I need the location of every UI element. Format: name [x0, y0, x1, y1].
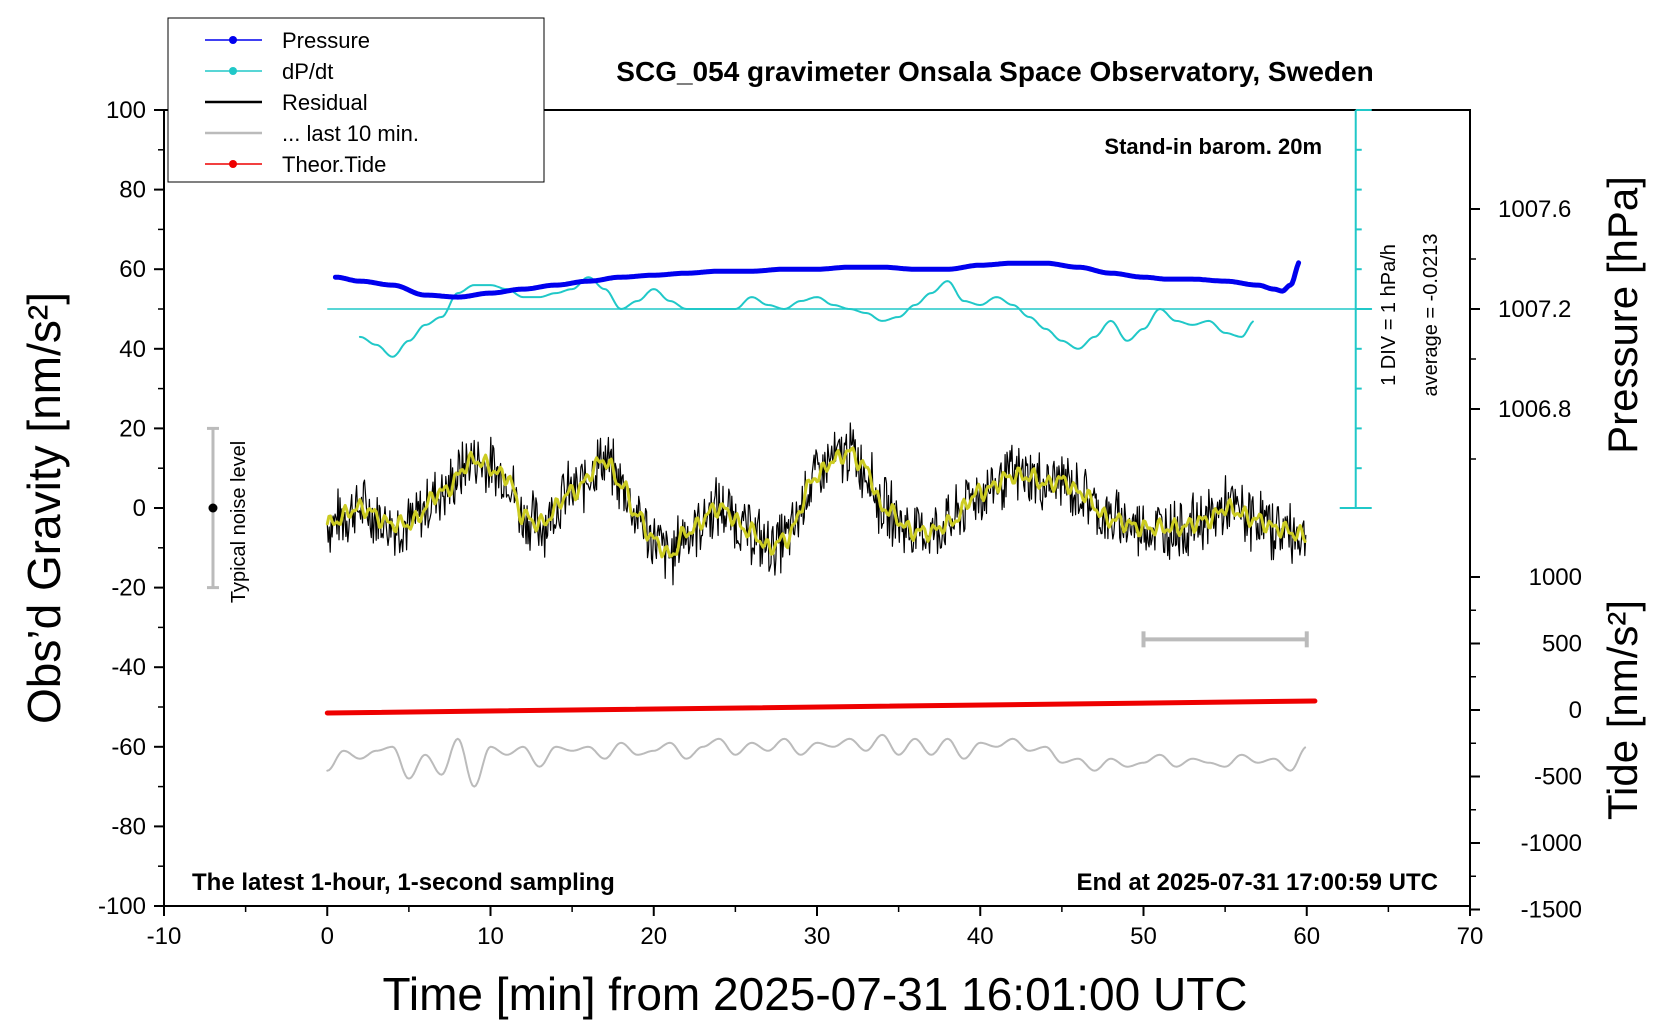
tide-tick-label: -1000	[1521, 830, 1582, 857]
tide-axis-label: Tide [nm/s²]	[1599, 600, 1646, 820]
tide-tick-label: 1000	[1529, 564, 1582, 591]
x-tick-label: 60	[1293, 923, 1320, 950]
dpdt-line	[358, 276, 1254, 358]
legend-label: ... last 10 min.	[282, 121, 419, 146]
x-tick-label: 70	[1457, 923, 1484, 950]
x-tick-label: 30	[804, 923, 831, 950]
chart-series	[324, 260, 1373, 788]
y-axis-label-left: Obs’d Gravity [nm/s²]	[18, 292, 70, 724]
end-time-note: End at 2025-07-31 17:00:59 UTC	[1077, 869, 1439, 896]
y-tick-label: -100	[98, 893, 146, 920]
x-tick-label: 10	[477, 923, 504, 950]
x-axis-label: Time [min] from 2025-07-31 16:01:00 UTC	[383, 968, 1248, 1020]
pressure-tick-label: 1007.6	[1498, 196, 1571, 223]
legend-marker	[229, 160, 237, 168]
legend-marker	[229, 67, 237, 75]
tide-tick-label: 0	[1569, 697, 1582, 724]
noise-bar-center-dot	[208, 503, 218, 513]
y-tick-label: 80	[119, 177, 146, 204]
tide-axis-ticks: 1000 500 0 -500 -1000 -1500	[1470, 564, 1582, 924]
legend-item: Residual	[205, 90, 368, 115]
x-tick-label: 20	[640, 923, 667, 950]
y-tick-label: 60	[119, 256, 146, 283]
legend: Pressure dP/dt Residual ... last 10 min. The…	[205, 28, 419, 177]
y-axis-ticks: -100 -80 -60 -40 -20 0 20 40 60 80 100	[98, 97, 164, 920]
pressure-line	[332, 260, 1302, 300]
barometer-note: Stand-in barom. 20m	[1104, 134, 1322, 159]
legend-label: dP/dt	[282, 59, 333, 84]
x-tick-label: -10	[147, 923, 182, 950]
noise-level-bar	[206, 426, 219, 590]
y-tick-label: -60	[111, 734, 146, 761]
x-tick-label: 50	[1130, 923, 1157, 950]
pressure-axis-label: Pressure [hPa]	[1599, 176, 1646, 454]
tide-tick-label: 500	[1542, 631, 1582, 658]
legend-box	[167, 17, 545, 183]
tide-tick-label: -1500	[1521, 897, 1582, 924]
y-tick-label: -80	[111, 813, 146, 840]
plot-frame	[163, 109, 1471, 907]
y-tick-label: 20	[119, 415, 146, 442]
theor-tide-line	[324, 698, 1318, 716]
legend-item: ... last 10 min.	[205, 121, 419, 146]
legend-item: Pressure	[205, 28, 370, 53]
legend-label: Theor.Tide	[282, 152, 386, 177]
x-tick-label: 0	[321, 923, 334, 950]
legend-item: dP/dt	[205, 59, 333, 84]
y-tick-label: 100	[106, 97, 146, 124]
sampling-note: The latest 1-hour, 1-second sampling	[192, 869, 615, 896]
residual-smoothed-line	[325, 446, 1307, 559]
average-note: average = -0.0213	[1420, 234, 1442, 397]
legend-marker	[229, 36, 237, 44]
legend-label: Pressure	[282, 28, 370, 53]
pressure-axis-ticks: 1007.6 1007.2 1006.8	[1470, 196, 1571, 460]
x-tick-label: 40	[967, 923, 994, 950]
legend-label: Residual	[282, 90, 368, 115]
last10-line	[326, 733, 1307, 788]
pressure-tick-label: 1006.8	[1498, 396, 1571, 423]
legend-item: Theor.Tide	[205, 152, 386, 177]
y-tick-label: 40	[119, 336, 146, 363]
residual-line	[326, 422, 1307, 586]
y-tick-label: -40	[111, 654, 146, 681]
div-scale-note: 1 DIV = 1 hPa/h	[1378, 244, 1400, 386]
y-tick-label: 0	[133, 495, 146, 522]
x-axis-ticks: -10 0 10 20 30 40 50 60 70	[147, 906, 1484, 950]
noise-note: Typical noise level	[228, 441, 250, 603]
chart-title: SCG_054 gravimeter Onsala Space Observat…	[616, 56, 1373, 87]
tide-tick-label: -500	[1534, 764, 1582, 791]
y-tick-label: -20	[111, 575, 146, 602]
pressure-tick-label: 1007.2	[1498, 296, 1571, 323]
